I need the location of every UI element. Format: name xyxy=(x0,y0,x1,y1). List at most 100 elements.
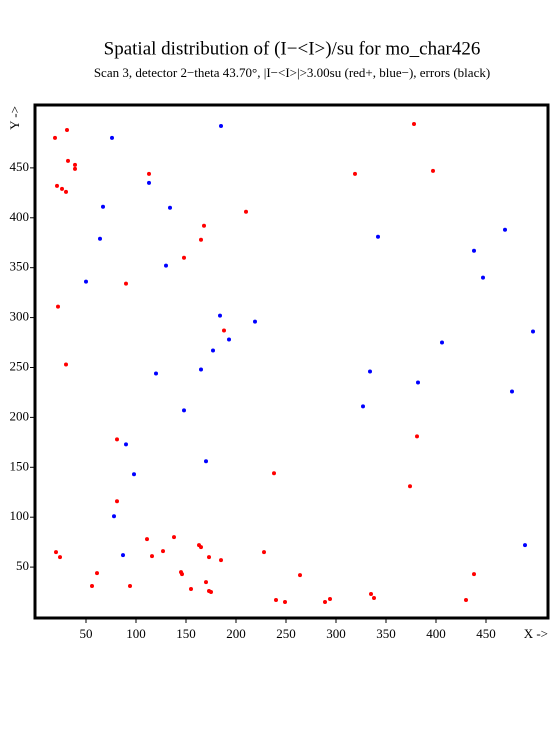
point xyxy=(372,596,376,601)
point xyxy=(369,592,373,597)
point xyxy=(164,263,168,268)
point xyxy=(124,442,128,447)
point xyxy=(323,600,327,605)
point xyxy=(110,135,114,140)
point xyxy=(481,275,485,280)
point xyxy=(56,304,60,309)
point xyxy=(199,237,203,242)
point xyxy=(145,537,149,542)
point xyxy=(101,204,105,209)
y-tick-label: 50 xyxy=(16,558,29,573)
point xyxy=(328,597,332,602)
point xyxy=(368,369,372,374)
point xyxy=(73,162,77,167)
y-tick-label: 450 xyxy=(10,159,30,174)
point xyxy=(202,223,206,228)
point xyxy=(121,553,125,558)
y-tick-label: 300 xyxy=(10,309,30,324)
point xyxy=(219,558,223,563)
point xyxy=(115,499,119,504)
point xyxy=(412,121,416,126)
point xyxy=(66,158,70,163)
y-tick-label: 350 xyxy=(10,259,30,274)
point xyxy=(211,348,215,353)
point xyxy=(510,389,514,394)
point xyxy=(90,584,94,589)
x-axis-label: X -> xyxy=(524,626,548,641)
point xyxy=(274,598,278,603)
point xyxy=(147,180,151,185)
point xyxy=(154,371,158,376)
point xyxy=(132,472,136,477)
point xyxy=(431,168,435,173)
x-tick-label: 100 xyxy=(126,626,146,641)
point xyxy=(54,550,58,555)
point xyxy=(115,437,119,442)
x-tick-label: 150 xyxy=(176,626,196,641)
x-tick-label: 450 xyxy=(476,626,496,641)
point xyxy=(168,205,172,210)
point xyxy=(98,236,102,241)
point xyxy=(472,248,476,253)
point xyxy=(199,545,203,550)
point xyxy=(128,584,132,589)
point xyxy=(283,600,287,605)
point xyxy=(209,590,213,595)
y-axis-label: Y -> xyxy=(7,106,22,130)
point xyxy=(218,313,222,318)
point xyxy=(64,189,68,194)
point xyxy=(415,434,419,439)
point xyxy=(272,471,276,476)
y-tick-label: 400 xyxy=(10,209,30,224)
point xyxy=(180,572,184,577)
point xyxy=(58,555,62,560)
point xyxy=(112,514,116,519)
point xyxy=(84,279,88,284)
point xyxy=(189,587,193,592)
point xyxy=(95,571,99,576)
x-tick-label: 300 xyxy=(326,626,346,641)
point xyxy=(55,183,59,188)
point xyxy=(472,572,476,577)
point xyxy=(262,550,266,555)
point xyxy=(150,554,154,559)
point xyxy=(227,337,231,342)
point xyxy=(464,598,468,603)
point xyxy=(523,543,527,548)
point xyxy=(361,404,365,409)
y-tick-label: 150 xyxy=(10,458,30,473)
point xyxy=(182,408,186,413)
y-tick-label: 250 xyxy=(10,358,30,373)
chart-subtitle: Scan 3, detector 2−theta 43.70°, |I−<I>|… xyxy=(94,65,490,80)
point xyxy=(204,459,208,464)
x-tick-label: 50 xyxy=(80,626,93,641)
point xyxy=(199,367,203,372)
point xyxy=(73,166,77,171)
point xyxy=(64,362,68,367)
point xyxy=(161,549,165,554)
point xyxy=(440,340,444,345)
y-tick-label: 100 xyxy=(10,508,30,523)
point xyxy=(53,135,57,140)
point xyxy=(503,227,507,232)
plot-frame xyxy=(33,103,550,620)
point xyxy=(416,380,420,385)
y-tick-label: 200 xyxy=(10,408,30,423)
point xyxy=(222,328,226,333)
point xyxy=(408,484,412,489)
point xyxy=(298,573,302,578)
point xyxy=(124,281,128,286)
x-tick-label: 350 xyxy=(376,626,396,641)
x-tick-label: 200 xyxy=(226,626,246,641)
point xyxy=(219,123,223,128)
point xyxy=(376,234,380,239)
point xyxy=(244,209,248,214)
x-tick-label: 400 xyxy=(426,626,446,641)
point xyxy=(182,255,186,260)
point xyxy=(531,329,535,334)
point xyxy=(60,186,64,191)
point xyxy=(353,171,357,176)
chart-title: Spatial distribution of (I−<I>)/su for m… xyxy=(104,38,481,59)
